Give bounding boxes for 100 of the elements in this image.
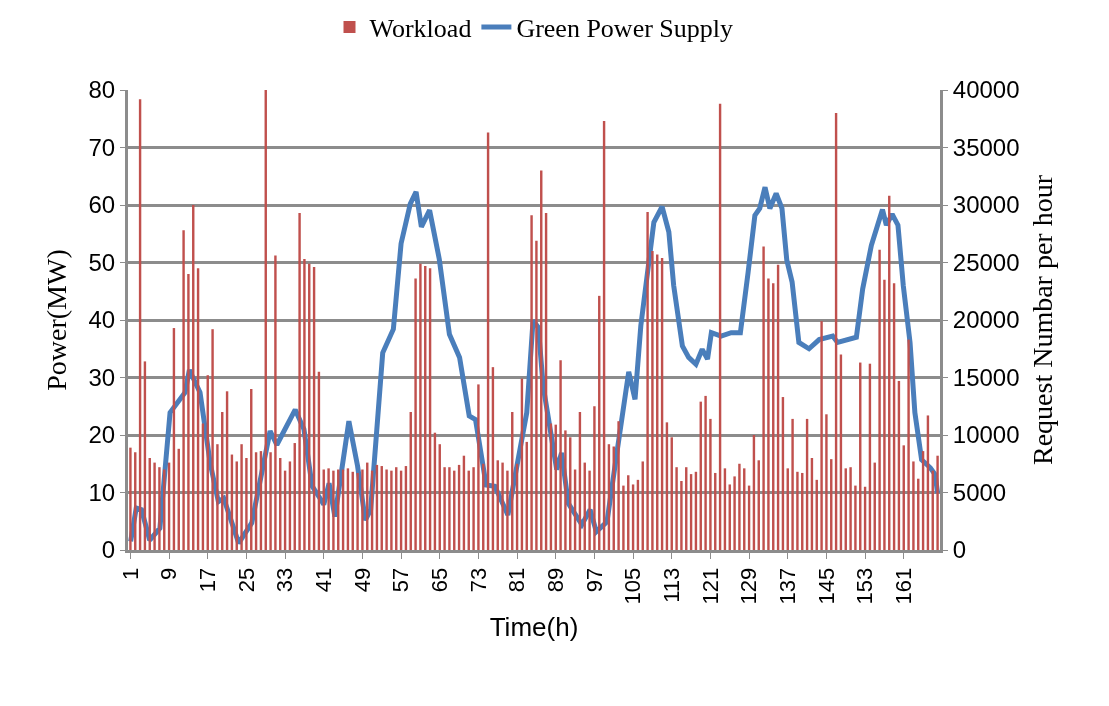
bar [564,430,567,550]
bar [617,421,620,550]
y2-tick-label: 20000 [952,306,1020,334]
y2-tick-label: 5000 [952,478,1007,506]
x-tick-label: 73 [465,567,491,593]
x-tick-label: 49 [349,567,375,593]
y2-tick-label: 40000 [952,76,1020,104]
x-tick-label: 129 [736,567,762,605]
x-tick-label: 113 [658,567,684,603]
bar [675,467,678,550]
y-tick-label: 50 [88,248,116,276]
bar [709,418,712,550]
bar [651,251,654,550]
bar [559,360,562,550]
bar [622,485,625,550]
x-tick-label: 121 [697,567,723,605]
bar [854,485,857,550]
y2-tick-label: 0 [952,536,967,564]
bar [303,259,306,550]
x-tick-label: 81 [504,567,530,593]
bar [825,414,828,550]
y-tick-label: 40 [88,306,116,334]
bar [211,329,214,550]
x-tick-label: 97 [581,567,607,593]
bar [356,472,359,550]
x-tick-label: 33 [272,567,298,593]
bar [361,469,364,550]
bar [153,462,156,550]
bar [733,476,736,550]
x-tick-label: 1 [117,567,143,581]
bar [820,321,823,550]
x-tick-label: 153 [852,567,878,605]
bar [158,467,161,550]
bar [419,263,422,550]
y2-tick-label: 10000 [952,421,1020,449]
y-tick-label: 80 [88,76,116,104]
y-tick-label: 60 [88,191,116,219]
x-tick-label: 17 [194,567,220,593]
x-axis-title: Time(h) [489,612,579,643]
bar [385,469,388,550]
bar [332,470,335,550]
bar [883,279,886,550]
x-tick-label: 145 [813,567,839,605]
x-tick-label: 161 [890,567,916,605]
bar [506,470,509,550]
bar [535,240,538,550]
bar [501,462,504,550]
bar [298,213,301,550]
y2-tick-label: 15000 [952,363,1020,391]
bar [593,406,596,550]
bar [182,230,185,550]
y-axis-title: Power(MW) [41,249,73,391]
bar [390,470,393,550]
legend-label: Green Power Supply [516,14,734,44]
y-tick-label: 10 [88,478,116,506]
bar [767,278,770,550]
bar [240,444,243,550]
bar [907,339,910,550]
bar [704,395,707,550]
bar [269,452,272,550]
bar [274,255,277,550]
bar [680,481,683,550]
y-tick-label: 30 [88,363,116,391]
x-tick-label: 137 [774,567,800,605]
x-tick-label: 65 [426,567,452,593]
x-tick-label: 89 [542,567,568,593]
bar [245,458,248,550]
bar [327,468,330,550]
bar [849,467,852,550]
bar [738,463,741,550]
bar [414,278,417,550]
bar [216,444,219,550]
x-tick-label: 41 [310,567,336,593]
bar [129,447,132,550]
bar [443,467,446,550]
bar [448,467,451,550]
y-tick-label: 20 [88,421,116,449]
bar [646,211,649,550]
x-tick-label: 25 [233,567,259,593]
bar [187,274,190,550]
y2-tick-label: 35000 [952,133,1020,161]
bar [878,249,881,550]
bar [796,471,799,550]
bar [762,246,765,550]
y2-axis-title: Request Numbar per hour [1026,174,1058,466]
bar [472,467,475,550]
y2-tick-label: 30000 [952,191,1020,219]
bar [477,384,480,550]
y-tick-label: 0 [101,536,116,564]
bar [936,455,939,550]
y2-tick-label: 25000 [952,248,1020,276]
x-tick-label: 105 [620,567,646,605]
bar [530,215,533,550]
x-tick-label: 57 [388,567,414,593]
x-tick-label: 9 [156,567,182,581]
y-tick-label: 70 [88,133,116,161]
bar [912,461,915,550]
legend-label: Workload [369,14,472,44]
bar [588,470,591,550]
bar [791,418,794,550]
